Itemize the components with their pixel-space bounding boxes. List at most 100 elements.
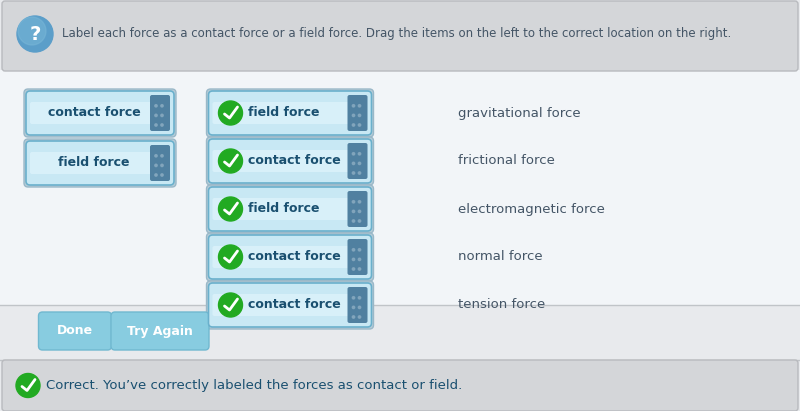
Circle shape: [161, 105, 163, 107]
Circle shape: [358, 210, 361, 212]
Circle shape: [352, 316, 354, 318]
Circle shape: [352, 172, 354, 174]
FancyBboxPatch shape: [150, 145, 170, 181]
FancyBboxPatch shape: [209, 91, 371, 135]
Circle shape: [18, 17, 46, 45]
FancyBboxPatch shape: [24, 139, 176, 187]
FancyBboxPatch shape: [38, 312, 111, 350]
Circle shape: [352, 306, 354, 309]
Circle shape: [352, 210, 354, 212]
Circle shape: [358, 268, 361, 270]
FancyBboxPatch shape: [209, 139, 371, 183]
FancyBboxPatch shape: [0, 70, 800, 305]
Circle shape: [17, 16, 53, 52]
Text: frictional force: frictional force: [458, 155, 554, 168]
FancyBboxPatch shape: [150, 95, 170, 131]
Text: field force: field force: [249, 106, 320, 120]
Circle shape: [358, 172, 361, 174]
FancyBboxPatch shape: [209, 235, 371, 279]
FancyBboxPatch shape: [213, 102, 354, 124]
FancyBboxPatch shape: [347, 191, 367, 227]
Text: Label each force as a contact force or a field force. Drag the items on the left: Label each force as a contact force or a…: [62, 28, 731, 41]
FancyBboxPatch shape: [206, 281, 374, 329]
FancyBboxPatch shape: [26, 141, 174, 185]
Text: Try Again: Try Again: [127, 325, 193, 337]
Circle shape: [352, 201, 354, 203]
Circle shape: [358, 152, 361, 155]
Text: contact force: contact force: [249, 250, 342, 263]
Text: electromagnetic force: electromagnetic force: [458, 203, 604, 215]
Circle shape: [161, 164, 163, 166]
Circle shape: [16, 374, 40, 397]
Circle shape: [358, 201, 361, 203]
Circle shape: [161, 114, 163, 117]
Circle shape: [155, 124, 157, 126]
FancyBboxPatch shape: [26, 91, 174, 135]
Circle shape: [352, 152, 354, 155]
FancyBboxPatch shape: [347, 143, 367, 179]
FancyBboxPatch shape: [30, 102, 156, 124]
FancyBboxPatch shape: [2, 1, 798, 71]
FancyBboxPatch shape: [30, 152, 156, 174]
Circle shape: [358, 249, 361, 251]
Circle shape: [358, 316, 361, 318]
Text: Done: Done: [57, 325, 93, 337]
Circle shape: [358, 124, 361, 126]
FancyBboxPatch shape: [0, 305, 800, 360]
FancyBboxPatch shape: [24, 89, 176, 137]
FancyBboxPatch shape: [209, 187, 371, 231]
Circle shape: [358, 105, 361, 107]
Circle shape: [352, 249, 354, 251]
FancyBboxPatch shape: [347, 95, 367, 131]
Circle shape: [155, 114, 157, 117]
Text: contact force: contact force: [48, 106, 140, 120]
FancyBboxPatch shape: [206, 233, 374, 281]
FancyBboxPatch shape: [2, 360, 798, 411]
FancyBboxPatch shape: [206, 185, 374, 233]
Circle shape: [218, 245, 242, 269]
Circle shape: [218, 101, 242, 125]
FancyBboxPatch shape: [213, 198, 354, 220]
Circle shape: [352, 124, 354, 126]
FancyBboxPatch shape: [206, 89, 374, 137]
Circle shape: [352, 258, 354, 261]
Circle shape: [358, 162, 361, 164]
Text: field force: field force: [58, 157, 130, 169]
FancyBboxPatch shape: [213, 246, 354, 268]
Text: normal force: normal force: [458, 250, 542, 263]
Circle shape: [155, 155, 157, 157]
Circle shape: [352, 105, 354, 107]
Circle shape: [161, 124, 163, 126]
FancyBboxPatch shape: [213, 294, 354, 316]
Circle shape: [358, 114, 361, 117]
Circle shape: [155, 105, 157, 107]
Circle shape: [352, 297, 354, 299]
FancyBboxPatch shape: [347, 239, 367, 275]
Text: Correct. You’ve correctly labeled the forces as contact or field.: Correct. You’ve correctly labeled the fo…: [46, 379, 462, 392]
Text: contact force: contact force: [249, 155, 342, 168]
Text: contact force: contact force: [249, 298, 342, 312]
Circle shape: [218, 197, 242, 221]
Circle shape: [352, 220, 354, 222]
Circle shape: [161, 155, 163, 157]
Text: field force: field force: [249, 203, 320, 215]
FancyBboxPatch shape: [206, 137, 374, 185]
Circle shape: [161, 174, 163, 176]
Circle shape: [352, 268, 354, 270]
Circle shape: [358, 220, 361, 222]
Circle shape: [358, 297, 361, 299]
FancyBboxPatch shape: [209, 283, 371, 327]
Circle shape: [155, 164, 157, 166]
Text: gravitational force: gravitational force: [458, 106, 580, 120]
FancyBboxPatch shape: [111, 312, 209, 350]
Circle shape: [218, 149, 242, 173]
FancyBboxPatch shape: [347, 287, 367, 323]
FancyBboxPatch shape: [213, 150, 354, 172]
Text: tension force: tension force: [458, 298, 545, 312]
Circle shape: [155, 174, 157, 176]
Circle shape: [218, 293, 242, 317]
Circle shape: [358, 306, 361, 309]
Circle shape: [352, 162, 354, 164]
Circle shape: [352, 114, 354, 117]
Text: ?: ?: [30, 25, 41, 44]
